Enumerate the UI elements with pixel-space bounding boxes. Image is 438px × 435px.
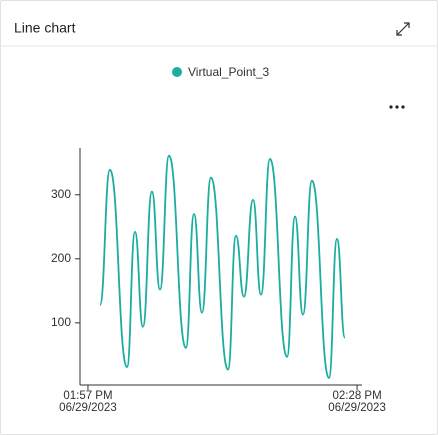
card-title: Line chart [14, 20, 76, 36]
series-line [99, 154, 346, 379]
y-tick-label: 300 [51, 187, 71, 201]
legend-swatch [172, 67, 182, 77]
legend-label: Virtual_Point_3 [188, 65, 269, 79]
x-tick-label: 01:57 PM 06/29/2023 [59, 390, 117, 414]
y-tick-label: 100 [51, 315, 71, 329]
expand-icon[interactable] [396, 22, 410, 36]
x-tick-label: 02:28 PM 06/29/2023 [328, 390, 386, 414]
y-tick-label: 200 [51, 251, 71, 265]
more-menu[interactable] [389, 105, 405, 109]
